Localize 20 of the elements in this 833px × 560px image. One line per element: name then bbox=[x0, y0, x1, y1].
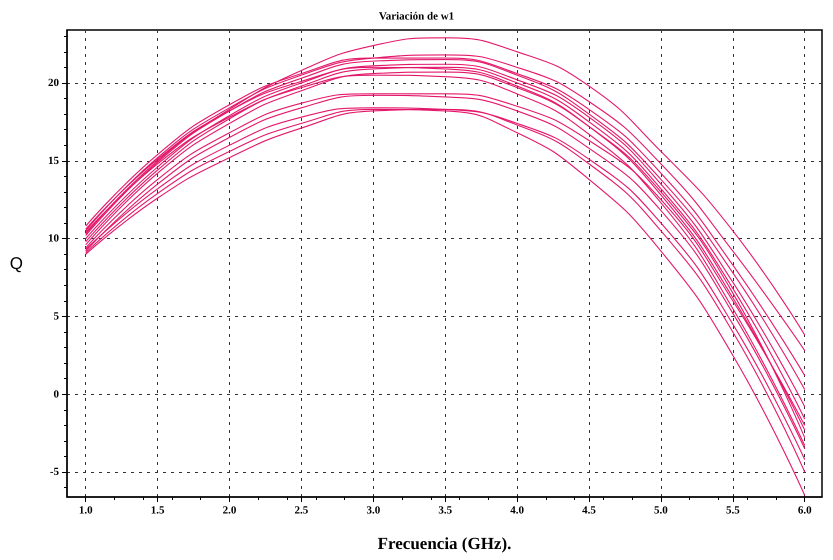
x-tick-label: 4.5 bbox=[582, 504, 596, 516]
x-tick-label: 4.0 bbox=[510, 504, 524, 516]
x-tick-label: 3.0 bbox=[366, 504, 381, 516]
x-tick-label: 6.0 bbox=[798, 504, 812, 516]
y-tick-label: 10 bbox=[48, 232, 60, 245]
x-tick-label: 5.0 bbox=[654, 504, 668, 516]
x-tick-label: 5.5 bbox=[726, 504, 740, 516]
x-tick-label: 1.5 bbox=[150, 504, 165, 516]
x-tick-label: 2.5 bbox=[294, 504, 309, 516]
y-tick-label: 5 bbox=[54, 310, 60, 322]
y-tick-label: 15 bbox=[48, 154, 60, 167]
y-axis-title: Q bbox=[10, 254, 23, 273]
chart-title: Variación de w1 bbox=[378, 10, 454, 22]
x-tick-label: 2.0 bbox=[222, 504, 237, 516]
y-tick-label: 0 bbox=[54, 388, 60, 400]
y-tick-label: 20 bbox=[48, 76, 60, 89]
x-tick-label: 3.5 bbox=[438, 504, 453, 516]
x-tick-label: 1.0 bbox=[78, 504, 94, 516]
y-tick-label: -5 bbox=[50, 466, 60, 478]
x-axis-title: Frecuencia (GHz). bbox=[378, 534, 512, 553]
